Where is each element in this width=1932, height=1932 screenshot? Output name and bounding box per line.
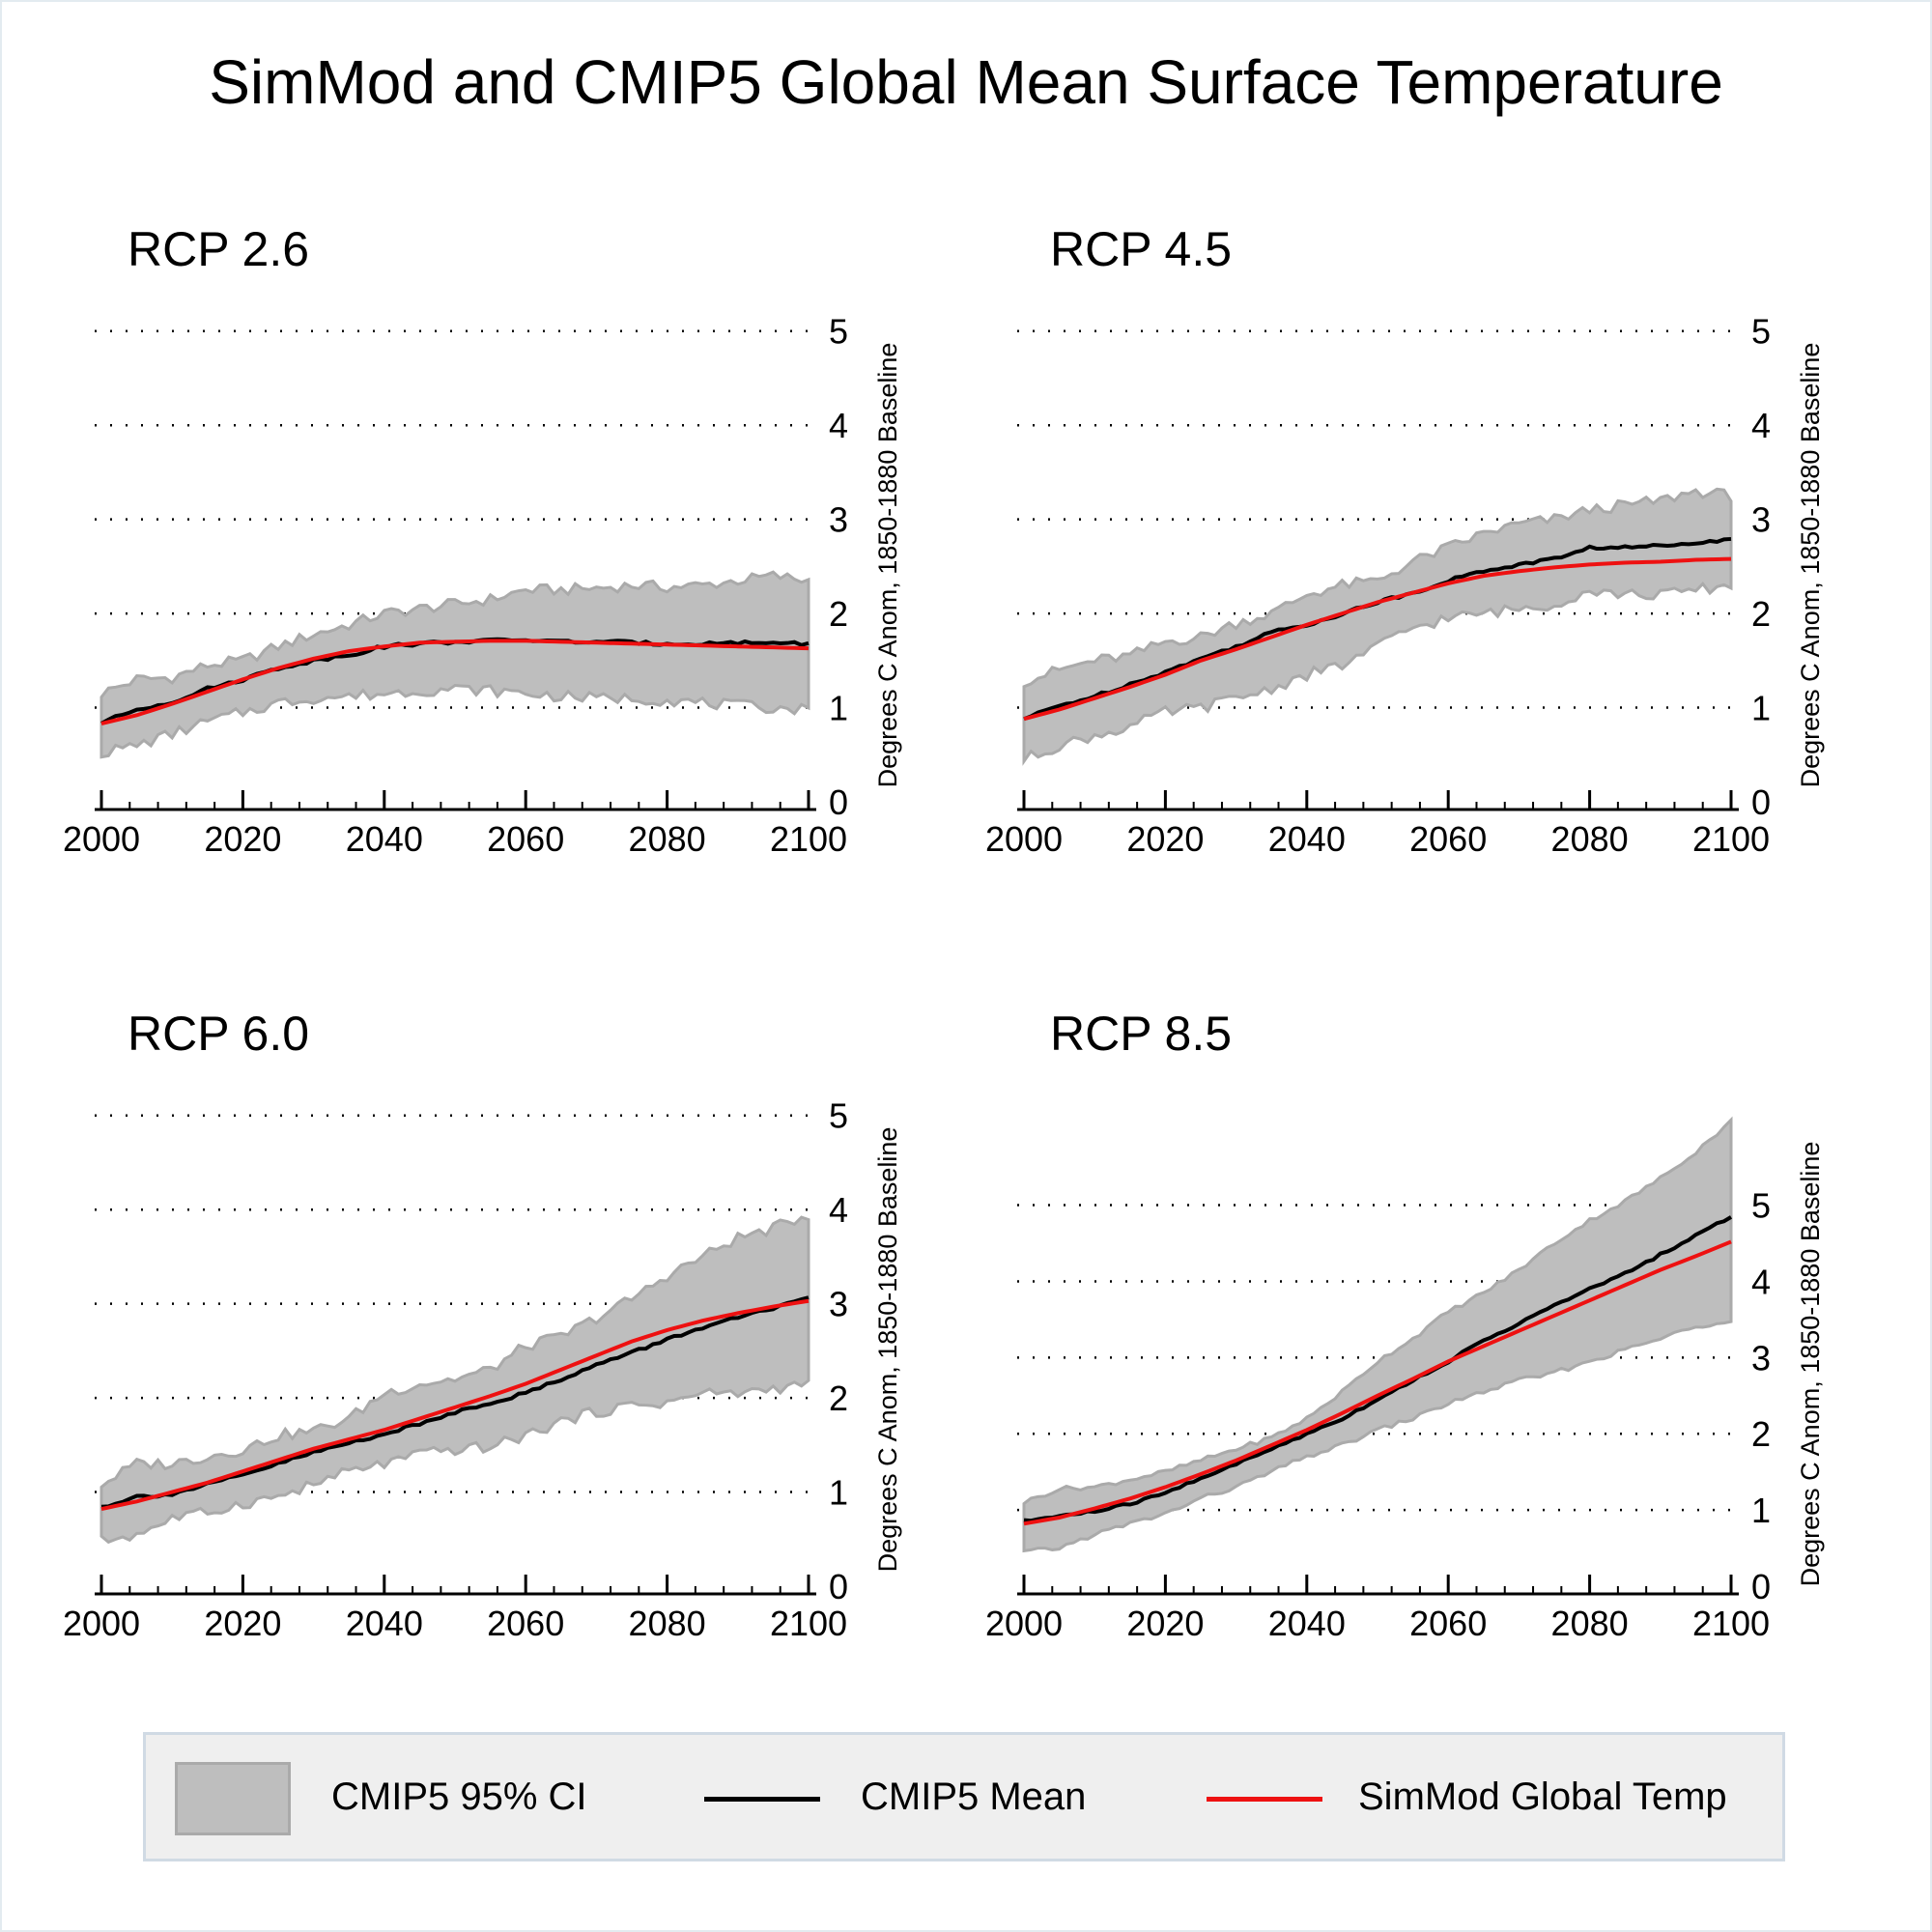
- y-tick-label: 4: [829, 406, 848, 445]
- y-tick-label: 3: [829, 1285, 848, 1324]
- y-tick-label: 5: [1751, 312, 1771, 352]
- y-tick-label: 3: [829, 500, 848, 540]
- x-tick-label: 2080: [1551, 819, 1629, 859]
- y-tick-label: 5: [829, 312, 848, 352]
- x-tick-label: 2080: [629, 819, 706, 859]
- simmod-line: [100, 639, 810, 726]
- simmod-line: [1023, 556, 1732, 722]
- y-tick-label: 4: [1751, 406, 1771, 445]
- x-tick-label: 2040: [346, 819, 423, 859]
- panel-rcp-6-0: RCP 6.0 2000 2020 2040 2060 2080 2100 0 1 2 3 4 5 Deg…: [58, 992, 966, 1688]
- legend-label-simmod: SimMod Global Temp: [1358, 1776, 1727, 1818]
- y-tick-label: 2: [829, 594, 848, 634]
- y-tick-label: 0: [1751, 1567, 1771, 1606]
- y-tick-label: 1: [1751, 689, 1771, 728]
- panel-rcp-4-5: RCP 4.5 2000 2020 2040 2060 2080 2100 0 1 2 3 4 5 Deg…: [980, 208, 1889, 903]
- x-tick-label: 2000: [985, 1604, 1063, 1643]
- y-tick-label: 0: [829, 1567, 848, 1606]
- panel-rcp-2-6: RCP 2.6 2000 2020 2040 2060 2080 2100 0 1 2 3 4 5 Deg…: [58, 208, 966, 903]
- panel-rcp-8-5: RCP 8.5 2000 2020 2040 2060 2080 2100 0 1 2 3 4 5 Deg…: [980, 992, 1889, 1688]
- x-tick-label: 2020: [204, 1604, 281, 1643]
- y-tick-label: 4: [1751, 1262, 1771, 1301]
- panel-title: RCP 2.6: [128, 222, 309, 276]
- x-tick-label: 2100: [1692, 1604, 1770, 1643]
- y-tick-label: 2: [1751, 1414, 1771, 1454]
- x-tick-label: 2080: [629, 1604, 706, 1643]
- x-tick-label: 2060: [487, 1604, 564, 1643]
- x-tick-label: 2100: [770, 819, 847, 859]
- y-tick-label: 2: [829, 1378, 848, 1418]
- y-tick-label: 5: [829, 1096, 848, 1136]
- ci-band: [1022, 1116, 1733, 1553]
- simmod-line: [100, 1298, 810, 1512]
- legend: CMIP5 95% CI CMIP5 Mean SimMod Global Te…: [143, 1732, 1785, 1861]
- x-tick-label: 2000: [63, 1604, 140, 1643]
- legend-swatch-mean: [704, 1797, 820, 1802]
- simmod-line: [1023, 1239, 1732, 1526]
- panel-title: RCP 4.5: [1050, 222, 1232, 276]
- x-tick-label: 2080: [1551, 1604, 1629, 1643]
- ci-band: [1022, 487, 1733, 766]
- y-axis-label: Degrees C Anom, 1850-1880 Baseline: [873, 343, 902, 788]
- x-tick-label: 2020: [204, 819, 281, 859]
- x-tick-label: 2060: [1409, 819, 1487, 859]
- y-axis-label: Degrees C Anom, 1850-1880 Baseline: [1796, 1142, 1825, 1587]
- y-tick-label: 0: [1751, 782, 1771, 822]
- y-tick-label: 1: [829, 689, 848, 728]
- panel-title: RCP 6.0: [128, 1007, 309, 1061]
- y-tick-label: 2: [1751, 594, 1771, 634]
- x-tick-label: 2060: [1409, 1604, 1487, 1643]
- x-tick-label: 2100: [770, 1604, 847, 1643]
- legend-swatch-ci: [175, 1762, 291, 1835]
- x-tick-label: 2040: [1268, 819, 1346, 859]
- x-tick-label: 2040: [1268, 1604, 1346, 1643]
- x-tick-label: 2060: [487, 819, 564, 859]
- x-tick-label: 2000: [63, 819, 140, 859]
- panel-title: RCP 8.5: [1050, 1007, 1232, 1061]
- y-tick-label: 4: [829, 1190, 848, 1230]
- ci-band: [99, 1215, 810, 1545]
- x-tick-label: 2100: [1692, 819, 1770, 859]
- y-tick-label: 1: [829, 1473, 848, 1513]
- legend-swatch-simmod: [1207, 1797, 1322, 1802]
- y-axis-label: Degrees C Anom, 1850-1880 Baseline: [1796, 343, 1825, 788]
- cmip5-mean-line: [1023, 1215, 1733, 1523]
- y-tick-label: 3: [1751, 1338, 1771, 1378]
- y-tick-label: 5: [1751, 1186, 1771, 1226]
- legend-label-ci: CMIP5 95% CI: [331, 1776, 587, 1818]
- x-tick-label: 2020: [1126, 819, 1204, 859]
- figure-title: SimMod and CMIP5 Global Mean Surface Tem…: [209, 47, 1723, 117]
- legend-label-mean: CMIP5 Mean: [861, 1776, 1087, 1818]
- ci-band: [99, 570, 810, 759]
- x-tick-label: 2000: [985, 819, 1063, 859]
- y-tick-label: 3: [1751, 500, 1771, 540]
- y-axis-label: Degrees C Anom, 1850-1880 Baseline: [873, 1127, 902, 1573]
- y-tick-label: 1: [1751, 1491, 1771, 1530]
- x-tick-label: 2040: [346, 1604, 423, 1643]
- y-tick-label: 0: [829, 782, 848, 822]
- x-tick-label: 2020: [1126, 1604, 1204, 1643]
